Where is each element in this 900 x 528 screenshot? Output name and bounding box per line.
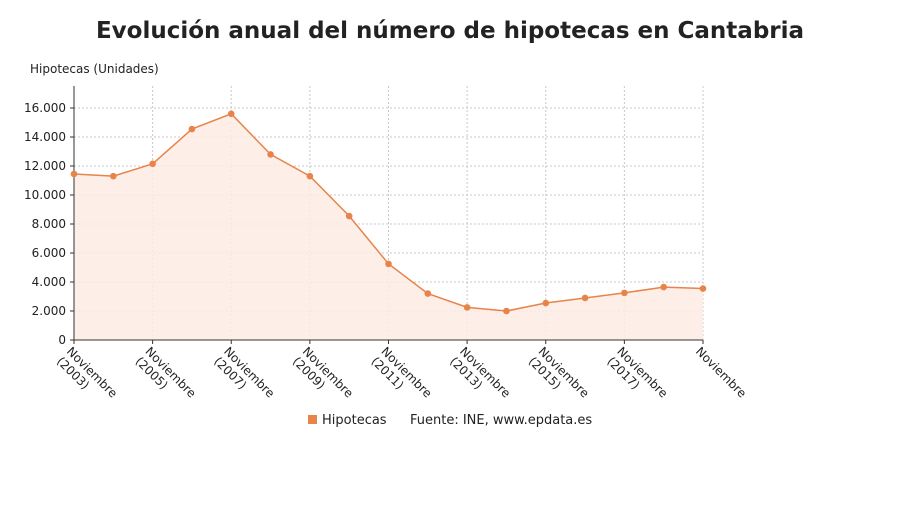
y-tick-label-6: 12.000: [24, 159, 66, 173]
x-tick-label-16: Noviembre: [693, 344, 749, 400]
data-point-9: [424, 290, 432, 297]
y-tick-label-1: 2.000: [32, 304, 66, 318]
x-tick-label-14: Noviembre(2017): [604, 344, 670, 410]
legend-swatch-hipotecas: [308, 415, 317, 424]
y-tick-label-4: 8.000: [32, 217, 66, 231]
x-tick-label-8: Noviembre(2011): [368, 344, 434, 410]
x-tick-label-6: Noviembre(2009): [290, 344, 356, 410]
x-tick-label-10: Noviembre(2013): [447, 344, 513, 410]
y-tick-label-5: 10.000: [24, 188, 66, 202]
x-tick-label-4: Noviembre(2007): [211, 344, 277, 410]
y-tick-label-3: 6.000: [32, 246, 66, 260]
data-point-5: [267, 151, 274, 158]
x-tick-label-2: Noviembre(2005): [133, 344, 199, 410]
x-tick-label-12: Noviembre(2015): [526, 344, 592, 410]
data-point-13: [581, 294, 589, 302]
data-point-6: [306, 172, 314, 180]
y-tick-label-7: 14.000: [24, 130, 66, 144]
data-point-2: [149, 160, 156, 168]
data-point-12: [542, 299, 550, 307]
legend: Hipotecas Fuente: INE, www.epdata.es: [308, 413, 592, 428]
data-point-15: [660, 283, 667, 291]
y-tick-label-2: 4.000: [32, 275, 66, 289]
y-tick-label-8: 16.000: [24, 101, 66, 115]
chart-title: Evolución anual del número de hipotecas …: [95, 18, 805, 44]
data-point-1: [110, 172, 117, 180]
data-point-14: [621, 289, 628, 297]
y-axis-title: Hipotecas (Unidades): [30, 62, 159, 76]
source-note: Fuente: INE, www.epdata.es: [410, 413, 592, 428]
x-tick-label-0: Noviembre(2003): [54, 344, 120, 410]
data-point-3: [188, 125, 196, 133]
y-tick-label-0: 0: [58, 333, 66, 347]
data-point-4: [227, 110, 235, 118]
y-axis-ticks: 0 2.000 4.000 6.000 8.000 10.000 12.000 14.000 1…: [24, 101, 74, 347]
data-point-10: [463, 304, 471, 311]
data-point-0: [70, 170, 78, 178]
legend-label-hipotecas: Hipotecas: [322, 413, 387, 428]
data-point-7: [345, 212, 353, 220]
x-axis-ticks: Noviembre(2003) Noviembre(2005) Noviembre(…: [54, 340, 749, 410]
data-point-8: [385, 260, 392, 268]
series-points: [70, 110, 707, 315]
data-point-16: [699, 285, 707, 292]
series-area-fill: [74, 113, 703, 340]
data-point-11: [503, 307, 510, 315]
